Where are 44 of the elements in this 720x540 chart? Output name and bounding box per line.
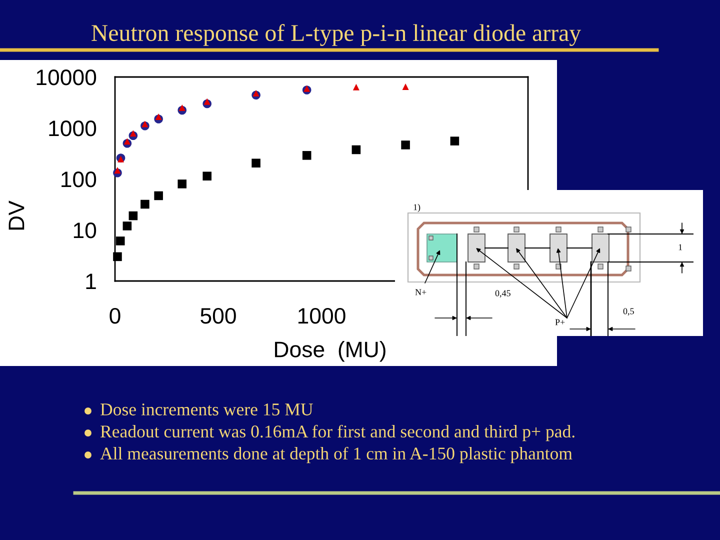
- text: P+: [555, 319, 565, 326]
- point: [124, 138, 130, 145]
- point: [450, 136, 460, 146]
- y-tick-label: 100: [62, 172, 96, 188]
- text: 0,5: [623, 308, 634, 316]
- text: Dose increments were 15 MU: [100, 404, 313, 416]
- annotation: 1): [414, 204, 420, 212]
- point: [352, 145, 361, 154]
- point: [352, 84, 360, 90]
- text: 0,45: [495, 290, 510, 298]
- point: [178, 104, 186, 111]
- point: [130, 130, 136, 137]
- point: [178, 180, 187, 188]
- y-tick-label: 1000: [49, 120, 96, 136]
- x-tick-label: 1000: [298, 308, 346, 324]
- point: [142, 120, 148, 128]
- point: [252, 158, 260, 168]
- y-axis-title: DV: [8, 200, 24, 230]
- point: [302, 151, 312, 160]
- point: [122, 222, 132, 230]
- x-axis-title: Dose (MU): [275, 341, 386, 362]
- point: [154, 191, 163, 200]
- point: [116, 236, 125, 246]
- text: Readout current was 0.16mA for first and second and third p+ pad.: [100, 424, 574, 442]
- point: [202, 172, 212, 180]
- point: [252, 90, 260, 97]
- point: [304, 85, 310, 92]
- point: [113, 252, 122, 262]
- text: 1: [678, 244, 682, 250]
- point: [128, 211, 138, 220]
- point: [140, 200, 150, 209]
- chart-title: Neutron response of L-type p-i-n linear diode array: [92, 24, 582, 46]
- point: [401, 140, 410, 150]
- point: [155, 114, 162, 120]
- y-tick-label: 10000: [36, 70, 96, 86]
- point: [204, 98, 210, 105]
- text: All measurements done at depth of 1 cm in A-150 plastic phantom: [100, 446, 572, 464]
- text: N+: [415, 289, 426, 296]
- point: [114, 167, 121, 174]
- y-tick-label: 1: [86, 274, 96, 290]
- x-tick-label: 0: [110, 308, 120, 324]
- point: [402, 83, 409, 90]
- x-tick-label: 500: [200, 308, 236, 324]
- y-tick-label: 10: [74, 222, 96, 238]
